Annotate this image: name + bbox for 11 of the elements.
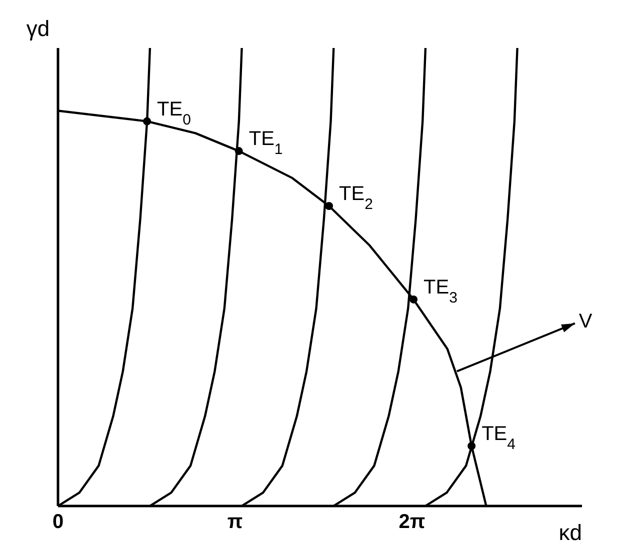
annotation: TE$_{3}$: [424, 276, 458, 306]
x-axis-title: κd: [558, 520, 582, 545]
y-axis-title: γd: [26, 16, 50, 41]
x-tick-label: 0: [52, 511, 64, 534]
annotation: V: [578, 310, 593, 332]
x-tick-label: 2π: [398, 511, 426, 534]
x-tick-label: π: [227, 511, 243, 534]
annotation: TE$_{1}$: [248, 128, 283, 158]
annotation: TE$_{0}$: [157, 98, 191, 128]
annotation: TE$_{2}$: [339, 183, 373, 213]
annotation: TE$_{4}$: [482, 423, 516, 452]
